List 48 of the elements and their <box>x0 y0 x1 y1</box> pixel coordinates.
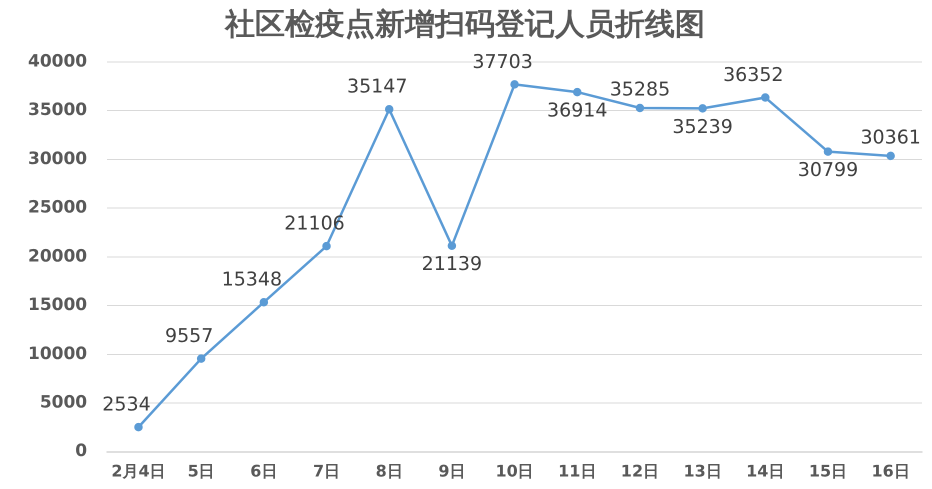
x-tick-label: 15日 <box>808 462 848 481</box>
point <box>322 242 331 250</box>
y-tick-label: 35000 <box>28 100 88 120</box>
point <box>260 298 268 306</box>
x-tick-label: 11日 <box>558 462 596 481</box>
point <box>134 422 143 432</box>
point <box>448 242 456 250</box>
y-tick-label: 0 <box>75 441 88 462</box>
data-label: 2534 <box>102 394 151 416</box>
x-tick-label: 9日 <box>438 462 466 481</box>
y-tick-label: 40000 <box>28 51 88 72</box>
point <box>196 354 206 363</box>
x-tick-label: 5日 <box>188 462 215 481</box>
data-label: 9557 <box>164 325 214 348</box>
point <box>573 88 582 96</box>
x-tick-label: 16日 <box>872 462 910 481</box>
data-label: 15348 <box>222 268 282 291</box>
y-tick-label: 30000 <box>28 148 88 169</box>
x-tick-label: 2月4日 <box>111 462 166 481</box>
point <box>636 104 644 112</box>
data-label: 21139 <box>422 253 482 276</box>
y-tick-label: 25000 <box>28 198 88 218</box>
point <box>384 105 394 114</box>
data-label: 37703 <box>472 50 533 73</box>
x-tick-label: 10日 <box>495 462 534 481</box>
point <box>510 80 519 89</box>
chart-title: 社区检疫点新增扫码登记人员折线图 <box>224 6 705 42</box>
data-label: 30799 <box>798 159 858 182</box>
point <box>824 147 832 156</box>
y-tick-label: 15000 <box>28 295 88 316</box>
data-label: 30361 <box>860 126 921 148</box>
data-label: 35147 <box>346 76 408 98</box>
x-tick-label: 13日 <box>683 462 722 481</box>
x-tick-label: 14日 <box>746 462 784 481</box>
x-tick-label: 6日 <box>250 462 278 481</box>
x-tick-label: 12日 <box>620 462 660 481</box>
data-label: 35285 <box>610 78 670 100</box>
y-tick-label: 20000 <box>28 246 88 266</box>
x-tick-label: 7日 <box>312 462 340 481</box>
point <box>886 152 895 160</box>
y-tick-label: 5000 <box>40 392 88 412</box>
point <box>761 93 770 102</box>
data-label: 36914 <box>547 100 608 122</box>
y-tick-label: 10000 <box>28 344 88 364</box>
point <box>698 104 707 113</box>
data-label: 36352 <box>723 64 784 86</box>
data-label: 35239 <box>672 116 733 138</box>
x-tick-label: 8日 <box>376 462 403 481</box>
